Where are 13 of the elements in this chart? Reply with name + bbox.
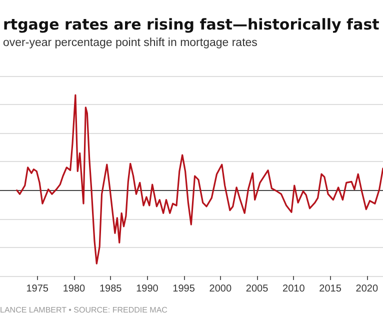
x-tick-label: 1985 <box>99 284 122 294</box>
x-tick-label: 2010 <box>282 284 306 294</box>
x-tick-label: 1990 <box>136 284 159 294</box>
x-tick-label: 1980 <box>62 284 86 294</box>
chart-title: rtgage rates are rising fast—historically fast <box>3 16 380 34</box>
chart-subtitle: over-year percentage point shift in mortgage rates <box>3 37 258 49</box>
x-tick-label: 2020 <box>356 284 378 294</box>
x-tick-label: 2015 <box>319 284 342 294</box>
x-tick-label: 1975 <box>26 284 49 294</box>
x-tick-label: 1995 <box>172 284 196 294</box>
x-tick-label: 2000 <box>209 284 232 294</box>
text: LANCE LAMBERT • SOURCE: FREDDIE MAC <box>0 306 168 314</box>
x-tick-label: 2005 <box>246 284 269 294</box>
